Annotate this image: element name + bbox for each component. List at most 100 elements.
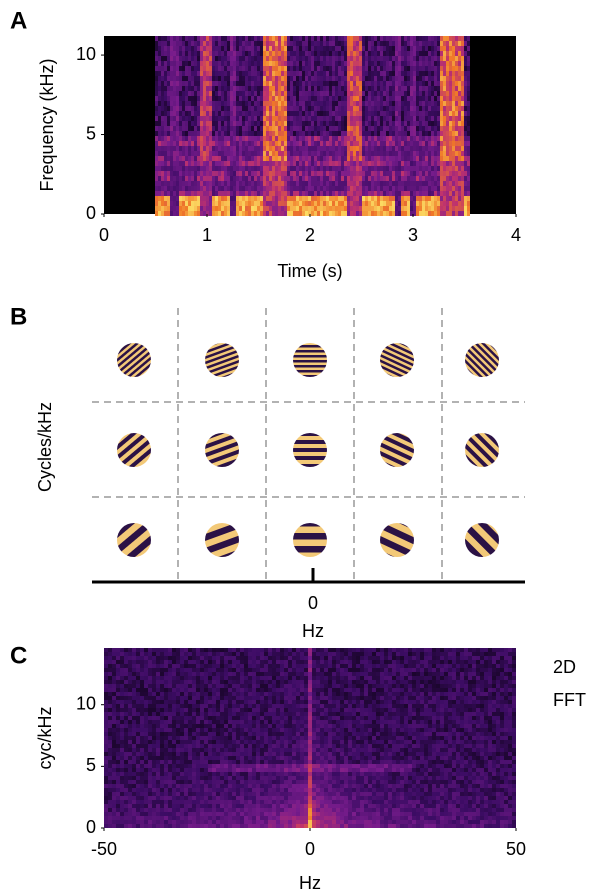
spectrogram-cell [257,181,260,186]
spectrum-cell [116,792,120,796]
spectrogram-cell [176,76,179,81]
spectrogram-cell [413,201,416,206]
spectrum-cell [188,804,192,808]
spectrogram-cell [455,176,458,181]
spectrogram-cell [422,131,425,136]
spectrogram-cell [188,151,191,156]
spectrum-cell [136,792,140,796]
spectrum-cell [108,788,112,792]
spectrogram-cell [269,71,272,76]
spectrogram-cell [347,46,350,51]
spectrogram-cell [206,156,209,161]
spectrogram-cell [455,166,458,171]
spectrogram-cell [281,201,284,206]
spectrum-cell [200,772,204,776]
spectrogram-cell [305,86,308,91]
spectrogram-cell [386,41,389,46]
spectrogram-cell [323,156,326,161]
spectrogram-cell [188,206,191,211]
spectrum-cell [140,764,144,768]
spectrogram-cell [182,181,185,186]
spectrogram-cell [161,201,164,206]
spectrogram-cell [200,56,203,61]
spectrum-cell [164,784,168,788]
spectrogram-cell [296,171,299,176]
spectrogram-cell [386,191,389,196]
spectrogram-cell [224,176,227,181]
spectrum-cell [184,748,188,752]
spectrum-cell [176,820,180,824]
spectrogram-cell [308,96,311,101]
spectrogram-cell [323,86,326,91]
spectrogram-cell [176,41,179,46]
spectrogram-cell [332,201,335,206]
spectrogram-cell [275,191,278,196]
spectrogram-cell [170,56,173,61]
spectrogram-cell [428,196,431,201]
spectrogram-cell [191,171,194,176]
spectrogram-cell [236,96,239,101]
spectrogram-cell [164,146,167,151]
spectrogram-cell [464,171,467,176]
spectrum-cell [160,720,164,724]
spectrum-cell [104,788,108,792]
spectrogram-cell [341,151,344,156]
spectrogram-cell [257,126,260,131]
spectrogram-cell [332,81,335,86]
spectrogram-cell [155,206,158,211]
spectrum-cell [200,740,204,744]
spectrum-cell [108,692,112,696]
spectrum-cell [192,664,196,668]
spectrum-cell [188,716,192,720]
spectrogram-cell [209,101,212,106]
spectrogram-cell [197,181,200,186]
spectrogram-cell [170,116,173,121]
spectrogram-cell [185,156,188,161]
spectrum-cell [140,804,144,808]
spectrum-cell [124,680,128,684]
spectrogram-cell [425,146,428,151]
spectrogram-cell [236,141,239,146]
spectrum-cell [196,712,200,716]
spectrogram-cell [203,191,206,196]
spectrogram-cell [170,46,173,51]
spectrogram-cell [224,181,227,186]
spectrogram-cell [278,171,281,176]
spectrogram-cell [317,66,320,71]
spectrum-cell [164,676,168,680]
spectrogram-cell [233,61,236,66]
spectrogram-cell [371,146,374,151]
spectrogram-cell [230,206,233,211]
spectrogram-cell [383,201,386,206]
spectrogram-cell [341,76,344,81]
spectrogram-cell [173,196,176,201]
spectrogram-cell [278,146,281,151]
spectrogram-cell [239,76,242,81]
spectrogram-cell [224,201,227,206]
spectrogram-cell [296,141,299,146]
spectrogram-cell [449,151,452,156]
spectrogram-cell [290,121,293,126]
spectrogram-cell [200,61,203,66]
spectrum-cell [152,764,156,768]
spectrogram-cell [167,151,170,156]
spectrum-cell [108,780,112,784]
spectrum-cell [164,716,168,720]
spectrogram-cell [425,36,428,41]
spectrogram-cell [395,46,398,51]
spectrum-cell [172,808,176,812]
spectrogram-cell [401,181,404,186]
spectrogram-cell [407,86,410,91]
spectrogram-cell [344,206,347,211]
spectrogram-cell [341,196,344,201]
spectrogram-cell [182,41,185,46]
spectrogram-cell [302,211,305,216]
spectrogram-cell [347,51,350,56]
spectrogram-cell [335,106,338,111]
spectrogram-cell [419,141,422,146]
spectrogram-cell [338,41,341,46]
spectrogram-cell [239,146,242,151]
spectrogram-cell [452,146,455,151]
spectrogram-cell [326,151,329,156]
spectrum-cell [124,728,128,732]
